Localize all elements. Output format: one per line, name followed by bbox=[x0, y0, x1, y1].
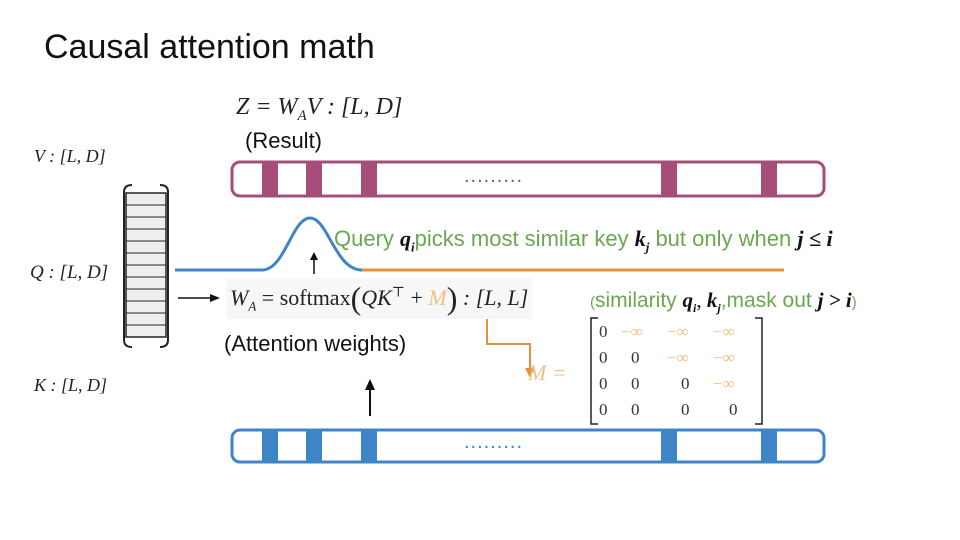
key-token-block bbox=[761, 430, 777, 462]
k-up-arrow bbox=[365, 379, 375, 416]
key-sequence-bar bbox=[230, 428, 826, 464]
mask-matrix: 0 −∞ −∞ −∞ 0 0 −∞ −∞ 0 0 0 −∞ 0 0 0 0 bbox=[589, 318, 761, 424]
mask-cell: −∞ bbox=[713, 322, 735, 341]
similarity-description: (similarity qi, kj,mask out j > i) bbox=[590, 288, 857, 316]
slide-title: Causal attention math bbox=[44, 28, 375, 66]
mask-cell: −∞ bbox=[621, 322, 643, 341]
mask-connector bbox=[486, 316, 535, 378]
attention-weights-equation: WA = softmax(QK⊤ + M) : [L, L] bbox=[226, 278, 533, 319]
query-attention-curve bbox=[175, 216, 363, 272]
mask-cell: −∞ bbox=[667, 322, 689, 341]
attention-weights-label: (Attention weights) bbox=[224, 331, 407, 356]
mask-cell: −∞ bbox=[713, 374, 735, 393]
q-to-weights-arrow bbox=[178, 294, 220, 302]
mask-cell: 0 bbox=[631, 348, 640, 367]
result-token-block bbox=[262, 162, 278, 196]
key-token-block bbox=[306, 430, 322, 462]
mask-matrix-brackets bbox=[590, 317, 763, 425]
key-token-block bbox=[262, 430, 278, 462]
result-token-block bbox=[761, 162, 777, 196]
mask-cell: −∞ bbox=[667, 348, 689, 367]
result-equation: Z = WAV : [L, D] bbox=[236, 94, 403, 124]
q-vector-stack bbox=[123, 184, 169, 348]
result-label: (Result) bbox=[245, 128, 323, 153]
query-description: Query qipicks most similar key kj but on… bbox=[334, 226, 833, 255]
mask-cell: 0 bbox=[599, 322, 608, 341]
key-token-block bbox=[661, 430, 677, 462]
result-token-block bbox=[306, 162, 322, 196]
mask-equation-label: M = bbox=[528, 360, 567, 385]
key-ellipsis: ......... bbox=[464, 431, 524, 453]
q-label: Q : [L, D] bbox=[30, 262, 109, 283]
mask-cell: 0 bbox=[681, 400, 690, 419]
mask-cell: 0 bbox=[681, 374, 690, 393]
result-token-block bbox=[661, 162, 677, 196]
k-label: K : [L, D] bbox=[34, 375, 108, 395]
mask-cell: 0 bbox=[631, 400, 640, 419]
result-sequence-bar bbox=[230, 160, 826, 198]
mask-cell: 0 bbox=[631, 374, 640, 393]
mask-cell: 0 bbox=[599, 374, 608, 393]
peak-arrow bbox=[310, 252, 318, 274]
mask-cell: 0 bbox=[599, 400, 608, 419]
result-token-block bbox=[361, 162, 377, 196]
mask-cell: 0 bbox=[599, 348, 608, 367]
v-label: V : [L, D] bbox=[34, 146, 106, 166]
mask-cell: 0 bbox=[729, 400, 738, 419]
key-token-block bbox=[361, 430, 377, 462]
mask-cell: −∞ bbox=[713, 348, 735, 367]
result-ellipsis: ......... bbox=[464, 165, 524, 187]
